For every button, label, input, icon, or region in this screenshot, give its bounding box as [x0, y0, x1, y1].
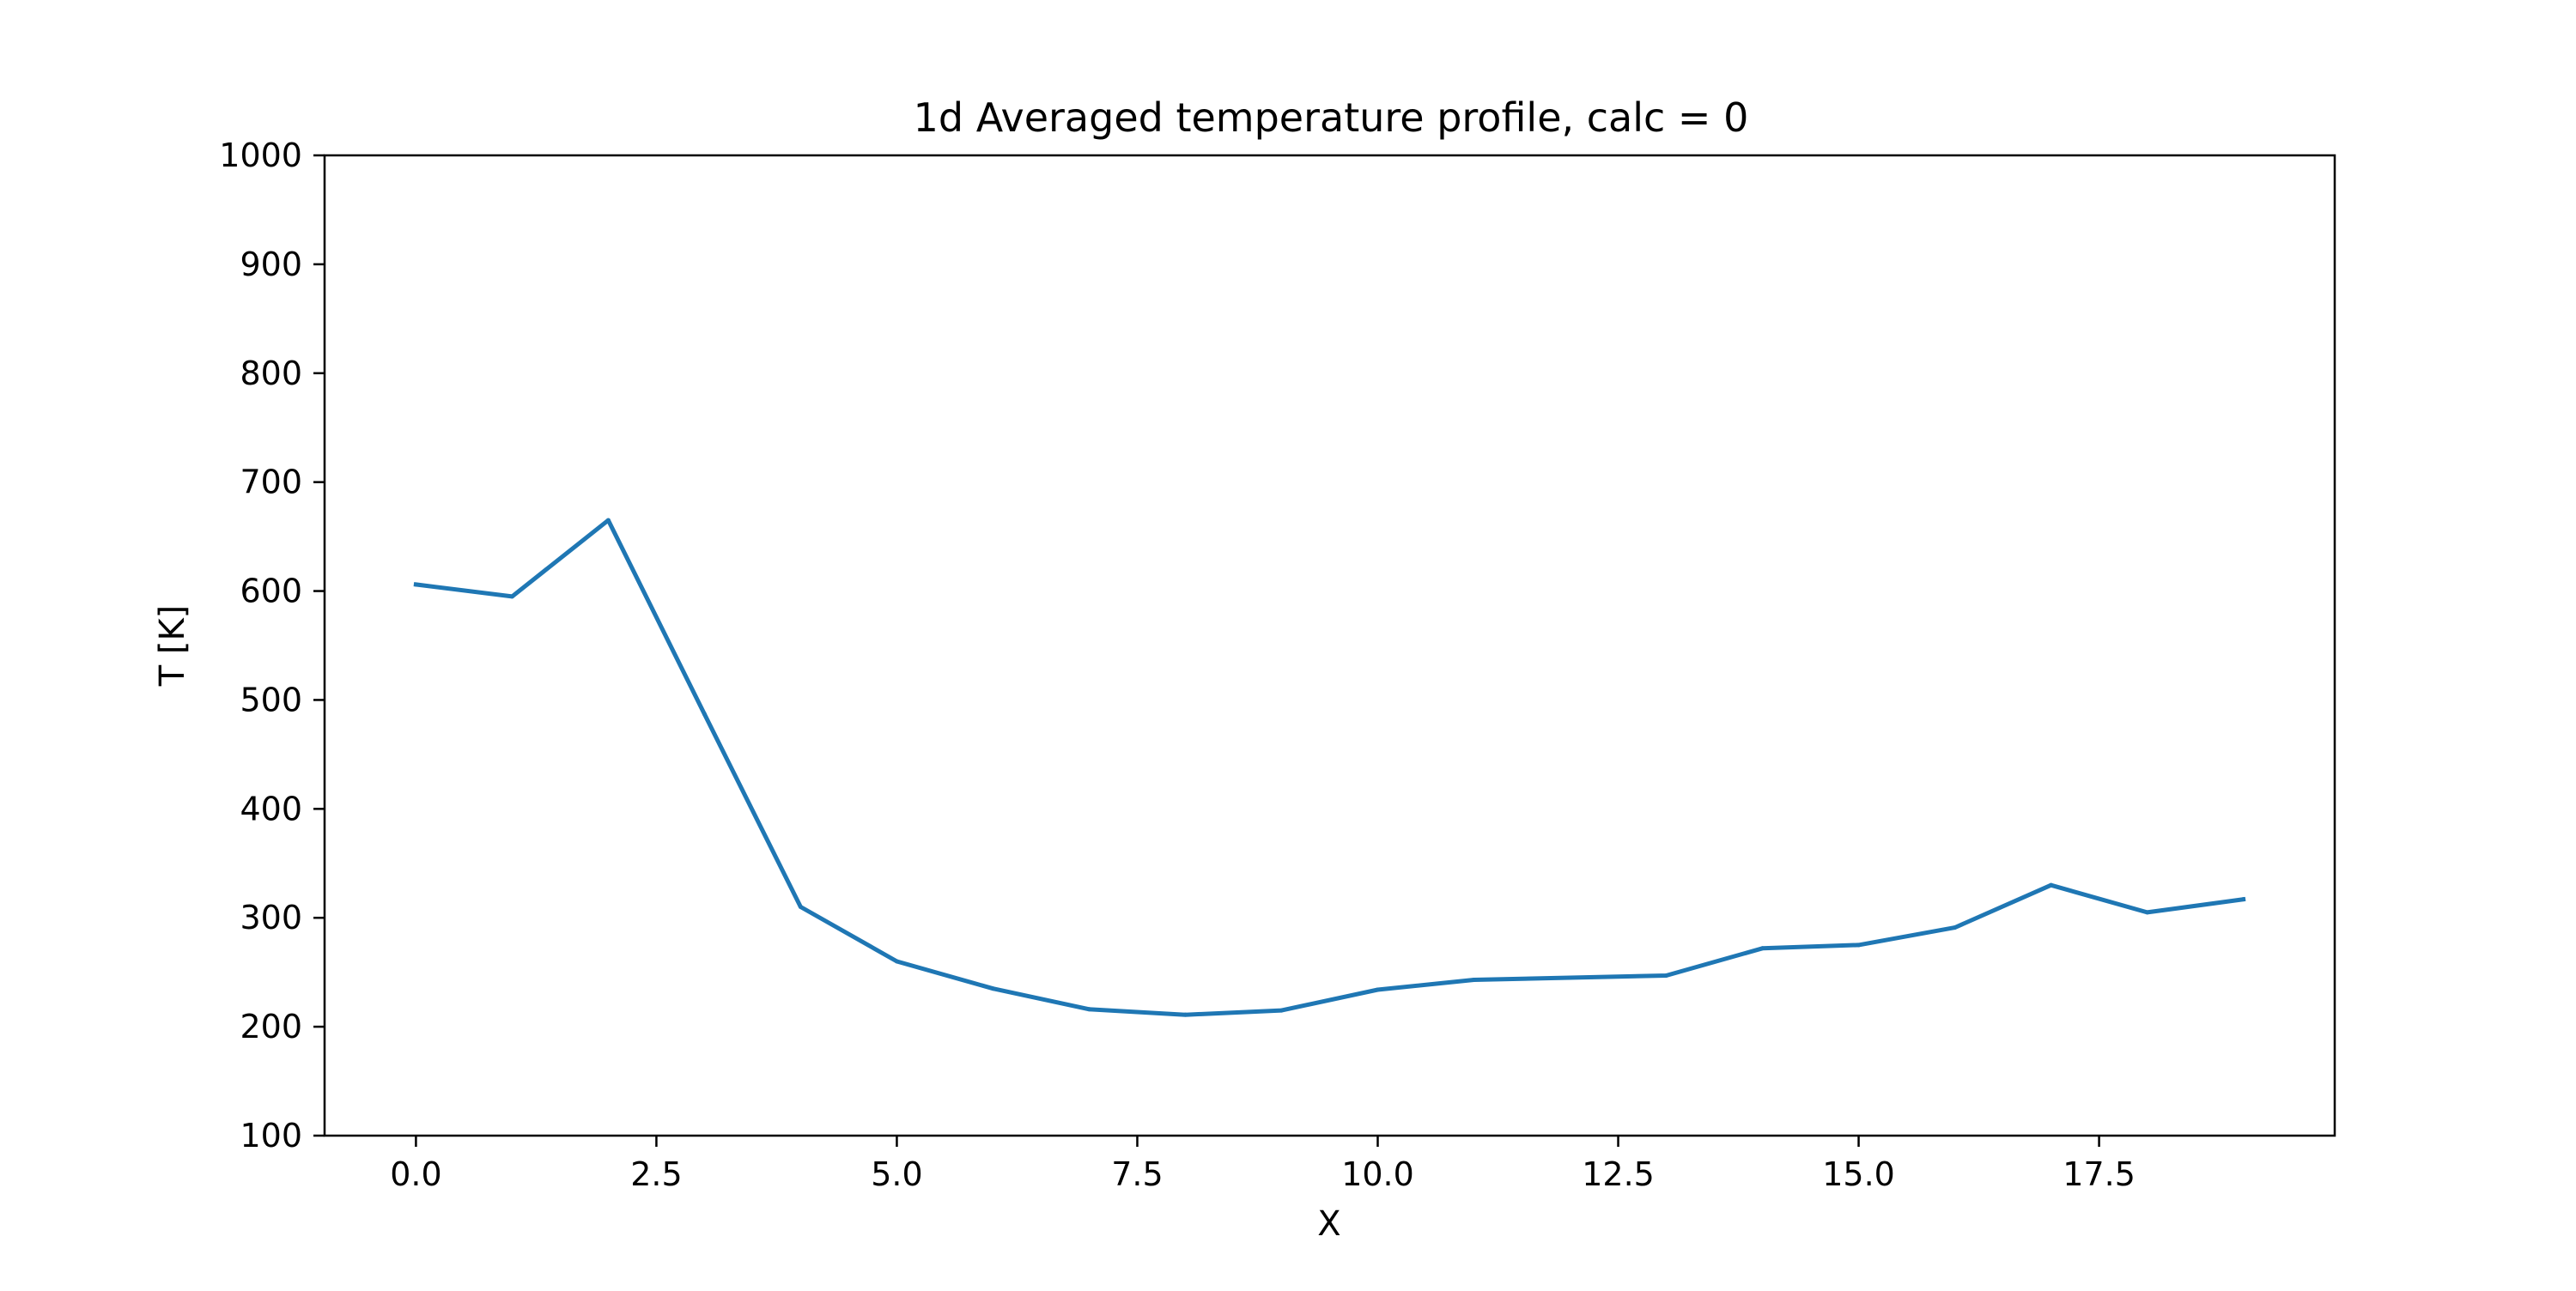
series-layer: [413, 518, 2246, 1017]
data-point: [1279, 1008, 1284, 1013]
data-point: [990, 986, 995, 991]
y-tick-label: 700: [240, 464, 302, 501]
data-point: [1376, 987, 1381, 992]
x-tick-label: 5.0: [871, 1155, 922, 1193]
data-point: [413, 582, 418, 587]
data-point: [2241, 897, 2246, 902]
y-tick-label: 400: [240, 790, 302, 827]
data-point: [1568, 975, 1573, 980]
x-tick-label: 7.5: [1111, 1155, 1163, 1193]
x-tick-label: 2.5: [630, 1155, 682, 1193]
y-tick-label: 500: [240, 681, 302, 718]
y-tick-label: 100: [240, 1117, 302, 1155]
x-tick-label: 12.5: [1582, 1155, 1655, 1193]
y-tick-label: 900: [240, 245, 302, 283]
data-point: [1664, 973, 1669, 978]
data-point: [1953, 925, 1958, 930]
data-point: [894, 959, 899, 964]
y-axis-label: T [K]: [153, 605, 192, 688]
data-point: [1760, 946, 1765, 951]
data-point: [2145, 910, 2150, 915]
x-tick-label: 17.5: [2063, 1155, 2136, 1193]
series-line: [413, 518, 2246, 1017]
data-point: [1182, 1012, 1188, 1017]
plot-area-frame: [323, 154, 2336, 1137]
data-point: [509, 594, 514, 599]
x-tick-label: 15.0: [1822, 1155, 1895, 1193]
axis-ticks: 0.0 2.5 5.0 7.5 10.0 12.5 15.0 17.5 100 200 300 400…: [219, 136, 2136, 1193]
x-axis-label: X: [1317, 1204, 1340, 1244]
y-tick-label: 200: [240, 1008, 302, 1046]
y-tick-label: 300: [240, 899, 302, 936]
data-point: [2049, 882, 2054, 888]
data-point: [702, 712, 707, 717]
data-point: [1086, 1007, 1091, 1012]
chart-title: 1d Averaged temperature profile, calc = …: [914, 94, 1749, 141]
x-tick-label: 0.0: [390, 1155, 441, 1193]
y-tick-label: 800: [240, 355, 302, 392]
y-tick-label: 1000: [219, 136, 302, 174]
data-point: [1856, 942, 1862, 948]
y-tick-label: 600: [240, 573, 302, 610]
data-point: [605, 518, 611, 523]
x-tick-label: 10.0: [1341, 1155, 1414, 1193]
data-point: [798, 905, 803, 910]
data-point: [1472, 978, 1477, 983]
